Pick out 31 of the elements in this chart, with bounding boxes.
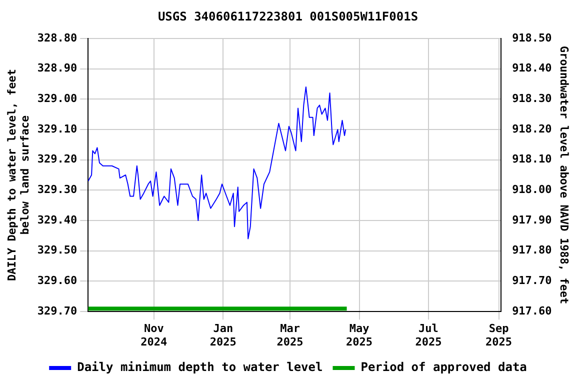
y-tick-label: 328.80 (37, 31, 78, 44)
x-tick-label: Jul 2025 (415, 322, 442, 348)
y2-axis-title: Groundwater level above NAVD 1988, feet (558, 46, 571, 304)
x-tick-label: Mar 2025 (276, 322, 304, 348)
y2-tick-label: 918.30 (512, 92, 552, 105)
y-tick-label: 329.50 (37, 244, 78, 257)
y2-tick-label: 918.40 (512, 62, 552, 75)
y-tick-label: 329.70 (37, 304, 78, 318)
y2-tick-label: 917.60 (512, 304, 552, 318)
y-tick-label: 329.00 (37, 92, 78, 105)
y2-tick-label: 918.50 (512, 31, 552, 44)
y2-tick-label: 917.90 (512, 213, 552, 226)
legend-label: Period of approved data (360, 360, 527, 374)
x-tick-label: Nov 2024 (140, 322, 168, 348)
x-tick-label: Sep 2025 (486, 322, 512, 348)
x-tick-label: Jan 2025 (210, 322, 236, 348)
y2-tick-label: 918.00 (512, 183, 552, 196)
y2-tick-label: 918.20 (512, 122, 552, 136)
y-tick-label: 328.90 (37, 62, 78, 75)
y-tick-label: 329.20 (37, 152, 78, 166)
y-axis-title: DAILY Depth to water level, feet below land surface (5, 69, 32, 281)
y-tick-label: 329.40 (37, 213, 78, 226)
y-tick-label: 329.60 (37, 274, 78, 288)
y-tick-label: 329.30 (37, 183, 78, 196)
y-tick-label: 329.10 (37, 122, 78, 136)
chart-title: USGS 340606117223801 001S005W11F001S (158, 9, 418, 24)
x-tick-label: May 2025 (346, 322, 373, 348)
legend-label: Daily minimum depth to water level (77, 360, 323, 374)
y2-tick-label: 917.70 (512, 274, 552, 288)
y2-tick-label: 917.80 (512, 244, 552, 257)
y2-tick-label: 918.10 (512, 152, 552, 166)
